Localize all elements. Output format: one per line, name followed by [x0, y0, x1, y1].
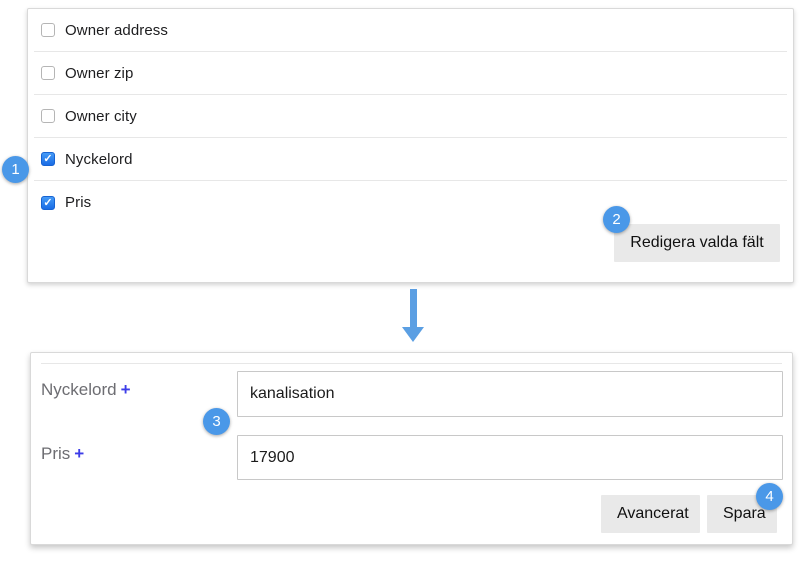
- checkmark-icon: ✓: [43, 196, 53, 209]
- pris-label: Pris +: [41, 444, 84, 464]
- add-value-icon[interactable]: +: [74, 444, 85, 463]
- nyckelord-label: Nyckelord +: [41, 380, 131, 400]
- field-row-owner-address: ✓ Owner address: [34, 9, 787, 52]
- checkbox-owner-address[interactable]: ✓: [41, 23, 55, 37]
- divider: [41, 363, 782, 364]
- nyckelord-input[interactable]: [237, 371, 783, 417]
- field-name-text: Nyckelord: [41, 380, 117, 399]
- checkbox-owner-city[interactable]: ✓: [41, 109, 55, 123]
- step-badge-3: 3: [203, 408, 230, 435]
- field-row-label: Owner zip: [65, 64, 134, 82]
- field-row-nyckelord: ✓ Nyckelord: [34, 138, 787, 181]
- flow-arrow-down-icon: [402, 289, 424, 342]
- field-row-owner-city: ✓ Owner city: [34, 95, 787, 138]
- field-row-label: Owner address: [65, 21, 169, 39]
- edit-selected-fields-button[interactable]: Redigera valda fält: [614, 224, 780, 262]
- pris-input[interactable]: [237, 435, 783, 480]
- checkbox-owner-zip[interactable]: ✓: [41, 66, 55, 80]
- field-row-label: Nyckelord: [65, 150, 133, 168]
- field-row-label: Pris: [65, 194, 92, 211]
- edit-fields-panel: Nyckelord+ Pris+ Avancerat Spara: [30, 352, 793, 545]
- field-row-pris: ✓ Pris: [34, 181, 787, 224]
- checkbox-nyckelord[interactable]: ✓: [41, 152, 55, 166]
- step-badge-4: 4: [756, 483, 783, 510]
- field-name-text: Pris: [41, 444, 71, 463]
- step-badge-2: 2: [603, 206, 630, 233]
- field-row-owner-zip: ✓ Owner zip: [34, 52, 787, 95]
- field-selection-panel: ✓ Owner address ✓ Owner zip ✓ Owner city…: [27, 8, 794, 283]
- field-row-label: Owner city: [65, 107, 137, 125]
- checkbox-pris[interactable]: ✓: [41, 195, 55, 210]
- avancerat-button[interactable]: Avancerat: [601, 495, 700, 533]
- checkmark-icon: ✓: [43, 153, 53, 165]
- add-value-icon[interactable]: +: [120, 380, 131, 399]
- step-badge-1: 1: [2, 156, 29, 183]
